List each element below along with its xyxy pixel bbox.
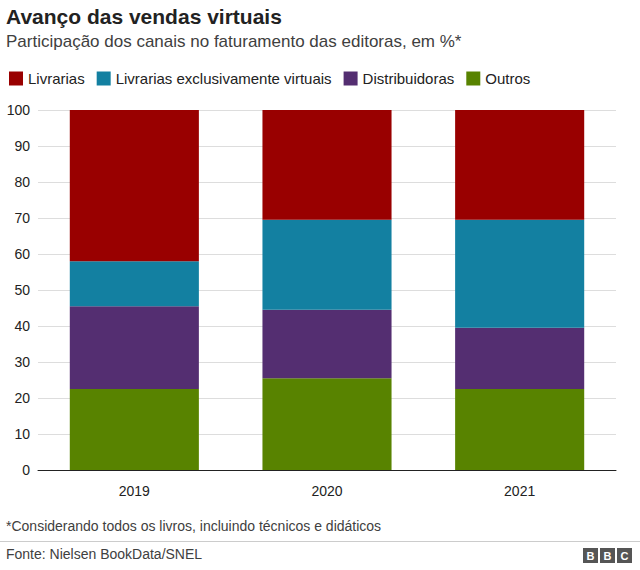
svg-text:C: C [621,550,629,562]
svg-text:Participação dos canais no fat: Participação dos canais no faturamento d… [6,32,462,51]
svg-text:90: 90 [14,138,30,154]
svg-text:Fonte: Nielsen BookData/SNEL: Fonte: Nielsen BookData/SNEL [6,546,202,562]
svg-text:20: 20 [14,390,30,406]
svg-text:10: 10 [14,426,30,442]
svg-text:2019: 2019 [119,483,150,499]
svg-text:Distribuidoras: Distribuidoras [363,70,455,87]
svg-text:Avanço das vendas virtuais: Avanço das vendas virtuais [6,5,282,28]
svg-text:2021: 2021 [504,483,535,499]
svg-text:100: 100 [7,102,31,118]
svg-text:B: B [587,550,595,562]
svg-text:Outros: Outros [485,70,530,87]
svg-text:0: 0 [22,462,30,478]
svg-text:50: 50 [14,282,30,298]
svg-text:Livrarias exclusivamente virtu: Livrarias exclusivamente virtuais [116,70,332,87]
svg-text:60: 60 [14,246,30,262]
svg-text:*Considerando todos os livros,: *Considerando todos os livros, incluindo… [6,518,381,534]
svg-text:Livrarias: Livrarias [28,70,85,87]
svg-text:B: B [604,550,612,562]
svg-text:70: 70 [14,210,30,226]
svg-text:2020: 2020 [311,483,342,499]
svg-text:80: 80 [14,174,30,190]
svg-text:30: 30 [14,354,30,370]
svg-text:40: 40 [14,318,30,334]
